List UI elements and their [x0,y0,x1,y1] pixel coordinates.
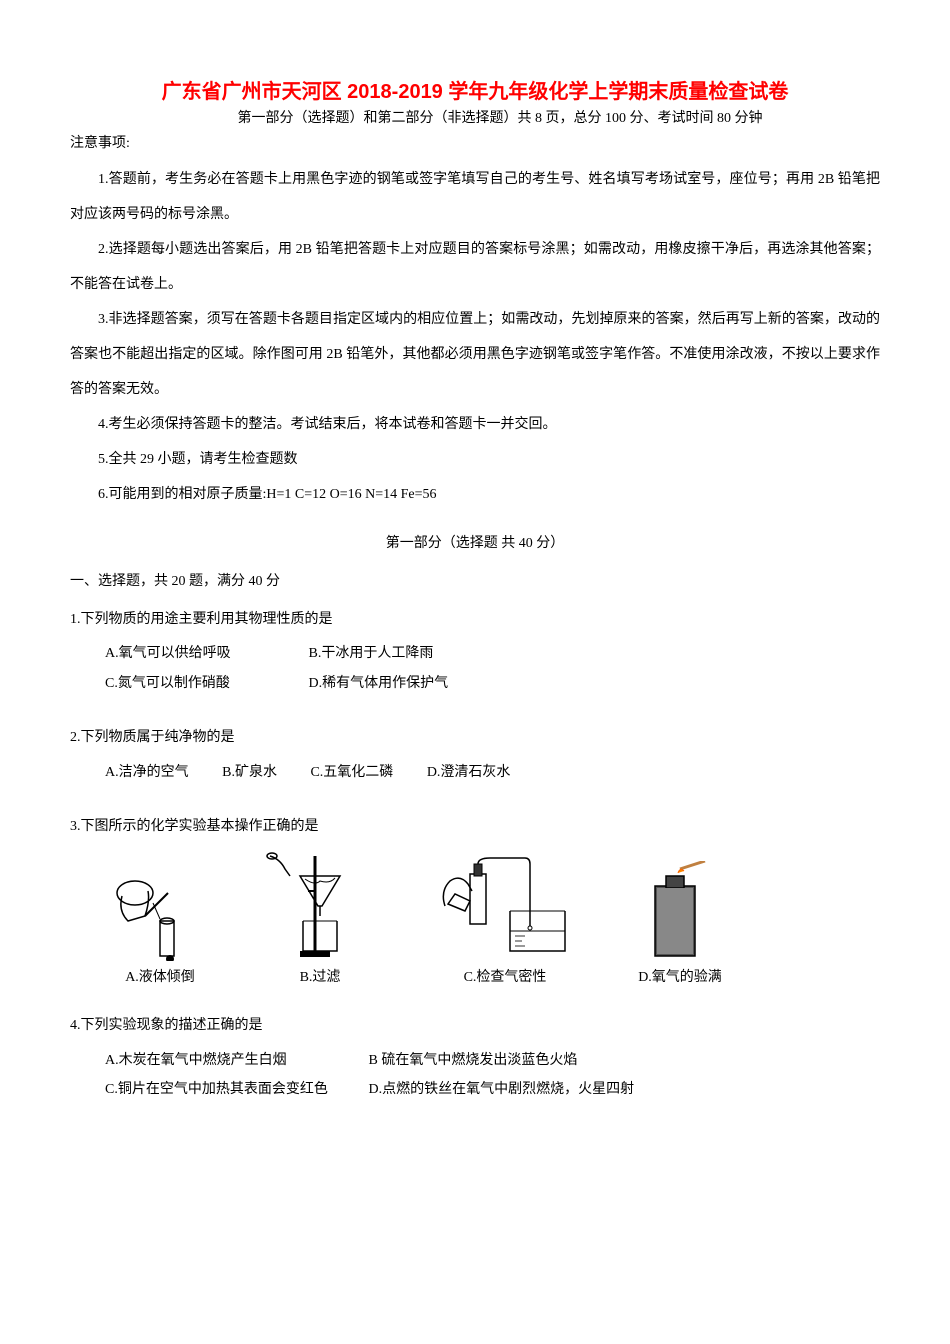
q2-option-b: B.矿泉水 [222,758,277,787]
instruction-2: 2.选择题每小题选出答案后，用 2B 铅笔把答题卡上对应题目的答案标号涂黑；如需… [70,232,880,302]
instruction-1: 1.答题前，考生务必在答题卡上用黑色字迹的钢笔或签字笔填写自己的考生号、姓名填写… [70,162,880,232]
instruction-6: 6.可能用到的相对原子质量:H=1 C=12 O=16 N=14 Fe=56 [70,477,880,512]
airtight-check-icon [430,856,580,961]
question-1-row1: A.氧气可以供给呼吸 B.干冰用于人工降雨 [105,639,880,668]
q3-caption-d: D.氧气的验满 [630,966,730,986]
oxygen-test-icon [630,861,720,961]
instruction-3: 3.非选择题答案，须写在答题卡各题目指定区域内的相应位置上；如需改动，先划掉原来… [70,302,880,407]
q2-option-a: A.洁净的空气 [105,758,189,787]
note-label: 注意事项: [70,132,880,152]
instruction-5: 5.全共 29 小题，请考生检查题数 [70,442,880,477]
q4-option-d: D.点燃的铁丝在氧气中剧烈燃烧，火星四射 [369,1082,635,1097]
question-4-row2: C.铜片在空气中加热其表面会变红色 D.点燃的铁丝在氧气中剧烈燃烧，火星四射 [105,1075,880,1104]
q3-caption-b: B.过滤 [260,966,380,986]
question-3-captions: A.液体倾倒 B.过滤 C.检查气密性 D.氧气的验满 [110,966,730,986]
figure-b [260,851,380,961]
question-3-stem: 3.下图所示的化学实验基本操作正确的是 [70,812,880,841]
q1-option-d: D.稀有气体用作保护气 [309,676,449,691]
figure-d [630,861,730,961]
question-2-options: A.洁净的空气 B.矿泉水 C.五氧化二磷 D.澄清石灰水 [105,758,880,787]
section-header: 第一部分（选择题 共 40 分） [70,532,880,552]
figure-c [430,856,580,961]
page: 广东省广州市天河区 2018-2019 学年九年级化学上学期末质量检查试卷 第一… [0,0,950,1344]
pouring-liquid-icon [110,861,200,961]
question-2-stem: 2.下列物质属于纯净物的是 [70,723,880,752]
q2-option-d: D.澄清石灰水 [427,758,511,787]
question-1-row2: C.氮气可以制作硝酸 D.稀有气体用作保护气 [105,669,880,698]
q4-option-a: A.木炭在氧气中燃烧产生白烟 [105,1046,365,1075]
q1-option-b: B.干冰用于人工降雨 [309,646,434,661]
question-4-stem: 4.下列实验现象的描述正确的是 [70,1011,880,1040]
q4-option-c: C.铜片在空气中加热其表面会变红色 [105,1075,365,1104]
question-3-figures [110,851,730,961]
q3-caption-c: C.检查气密性 [430,966,580,986]
instruction-4: 4.考生必须保持答题卡的整洁。考试结束后，将本试卷和答题卡一并交回。 [70,407,880,442]
q3-caption-a: A.液体倾倒 [110,966,210,986]
exam-title: 广东省广州市天河区 2018-2019 学年九年级化学上学期末质量检查试卷 [70,75,880,104]
question-1-stem: 1.下列物质的用途主要利用其物理性质的是 [70,605,880,634]
figure-a [110,861,210,961]
q1-option-c: C.氮气可以制作硝酸 [105,669,305,698]
q2-option-c: C.五氧化二磷 [310,758,393,787]
question-4-row1: A.木炭在氧气中燃烧产生白烟 B 硫在氧气中燃烧发出淡蓝色火焰 [105,1046,880,1075]
section-title: 一、选择题，共 20 题，满分 40 分 [70,570,880,590]
q1-option-a: A.氧气可以供给呼吸 [105,639,305,668]
filtration-icon [260,851,370,961]
q4-option-b: B 硫在氧气中燃烧发出淡蓝色火焰 [369,1053,578,1068]
exam-subtitle: 第一部分（选择题）和第二部分（非选择题）共 8 页，总分 100 分、考试时间 … [120,107,880,127]
